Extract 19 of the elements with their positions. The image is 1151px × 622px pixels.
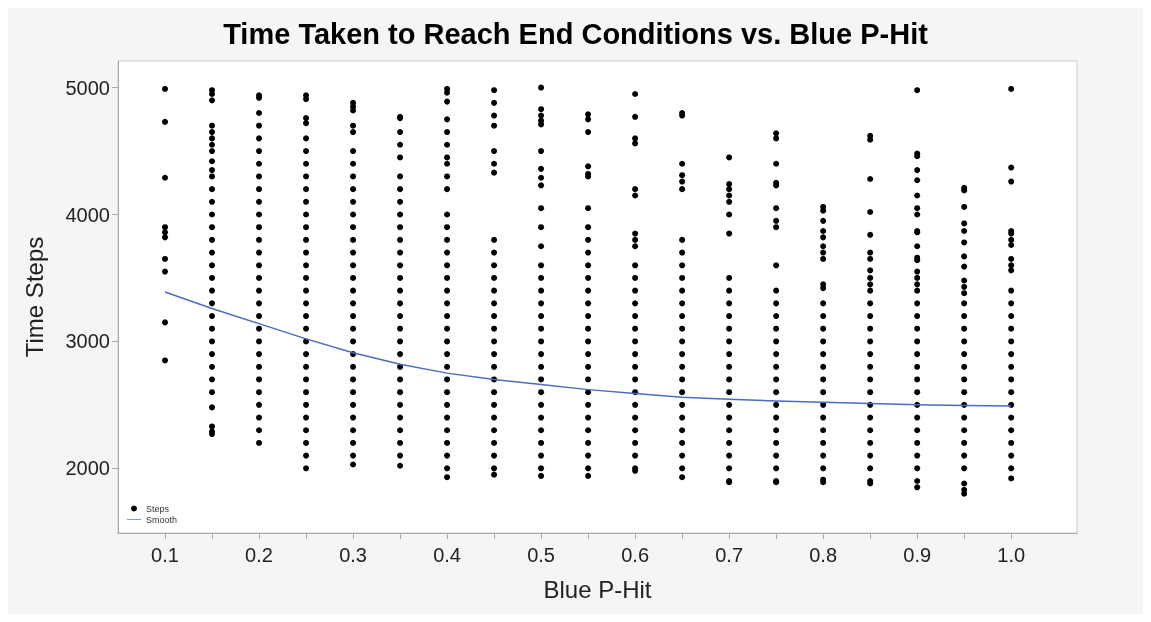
y-tick-label: 4000 (65, 203, 110, 226)
y-tick-label: 3000 (65, 330, 110, 353)
x-tick-label: 0.1 (151, 544, 179, 566)
y-axis-title: Time Steps (20, 236, 48, 358)
legend-label: Smooth (146, 514, 178, 525)
x-tick-label: 0.3 (339, 544, 367, 566)
legend-label: Steps (146, 503, 170, 514)
x-tick-label: 0.2 (245, 544, 273, 566)
x-tick-label: 0.8 (809, 544, 838, 566)
x-tick-label: 0.9 (903, 544, 932, 566)
y-tick-label: 5000 (65, 76, 110, 99)
x-tick-label: 0.5 (527, 544, 555, 566)
x-tick-label: 0.7 (715, 544, 744, 566)
x-tick-label: 0.6 (621, 544, 650, 566)
x-tick-label: 1.0 (997, 544, 1026, 566)
x-axis-title: Blue P-Hit (543, 575, 652, 603)
x-tick-label: 0.4 (433, 544, 461, 566)
chart-title: Time Taken to Reach End Conditions vs. Blue P-Hit (223, 17, 929, 50)
y-tick-label: 2000 (65, 457, 110, 480)
